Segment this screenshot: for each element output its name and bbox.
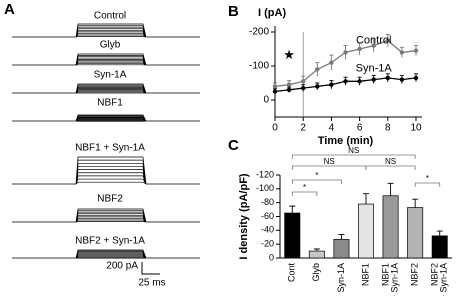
- significance-label: *: [426, 174, 429, 183]
- x-tick-label: Cont: [287, 263, 297, 283]
- current-trace: [12, 83, 200, 94]
- data-point: [399, 77, 405, 82]
- y-tick-label: -80: [261, 197, 274, 207]
- current-trace: [12, 208, 200, 223]
- trace-label: Glyb: [100, 40, 121, 51]
- y-tick-label: -200: [249, 27, 269, 38]
- data-point: [343, 50, 348, 55]
- current-trace: [12, 23, 200, 38]
- error-bar: [338, 234, 345, 240]
- panel-label: B: [228, 3, 239, 20]
- data-point: [399, 50, 405, 55]
- current-trace: [12, 53, 200, 66]
- significance-bracket: [414, 182, 441, 187]
- current-trace: [12, 249, 200, 259]
- x-tick-label: NBF1+ Syn-1A: [381, 263, 400, 296]
- data-point: [343, 79, 348, 84]
- panel-label: A: [4, 1, 15, 18]
- x-tick-label: NBF2: [410, 263, 420, 286]
- significance-label: NS: [324, 157, 335, 166]
- significance-bracket: [291, 154, 416, 159]
- y-axis-label: I density (pA/pF): [238, 173, 250, 260]
- data-point: [329, 60, 334, 65]
- y-tick-label: -20: [261, 239, 274, 249]
- trace-label: NBF1: [97, 98, 123, 109]
- data-point: [301, 79, 306, 84]
- x-tick-label: 2: [300, 123, 306, 134]
- annotation: ★: [283, 47, 295, 62]
- y-tick-label: 0: [269, 252, 274, 262]
- data-point: [315, 84, 320, 89]
- data-point: [371, 43, 376, 48]
- error-bar: [436, 230, 443, 236]
- data-point: [371, 77, 376, 82]
- y-tick-label: -120: [256, 169, 274, 179]
- data-point: [272, 89, 278, 94]
- data-point: [272, 84, 278, 89]
- x-axis-label: Time (min): [318, 135, 374, 147]
- trace-label: NBF1 + Syn-1A: [75, 143, 145, 154]
- bar: [333, 238, 350, 259]
- data-point: [301, 85, 306, 91]
- bar: [308, 250, 325, 259]
- scale-bar: [141, 262, 160, 275]
- data-point: [315, 67, 320, 72]
- y-tick-label: -40: [261, 225, 274, 235]
- bar: [407, 207, 424, 259]
- x-tick-label: Syn-1A: [336, 263, 346, 293]
- y-tick-label: -100: [256, 183, 274, 193]
- data-point: [357, 79, 362, 84]
- error-bar: [289, 205, 296, 214]
- data-point: [286, 82, 292, 87]
- significance-bracket: [291, 179, 342, 184]
- data-point: [385, 75, 390, 81]
- error-bar: [363, 193, 369, 205]
- series-name: Control: [356, 34, 391, 46]
- series-name: Syn-1A: [356, 63, 393, 75]
- trace-label: Syn-1A: [94, 70, 127, 81]
- significance-bracket: [291, 191, 318, 196]
- x-tick-label: NBF2+ Syn-1A: [430, 263, 449, 296]
- trace-label: Control: [94, 11, 126, 22]
- axis: [274, 26, 422, 118]
- error-bar: [387, 182, 394, 196]
- scale-label: 25 ms: [138, 278, 165, 289]
- x-tick-label: Glyb: [311, 263, 321, 282]
- y-tick-label: -60: [261, 211, 274, 221]
- significance-label: *: [315, 171, 318, 180]
- x-tick-label: 6: [357, 123, 363, 134]
- bar: [358, 203, 374, 259]
- x-tick-label: 0: [272, 123, 278, 134]
- current-trace: [12, 114, 200, 122]
- y-tick-label: -100: [249, 61, 269, 72]
- error-bar: [412, 198, 419, 208]
- significance-bracket: [365, 165, 416, 170]
- data-point: [413, 48, 419, 53]
- trace-label: NBF2 + Syn-1A: [75, 236, 145, 247]
- significance-label: NS: [348, 146, 359, 155]
- significance-label: *: [303, 183, 306, 192]
- data-point: [385, 38, 390, 43]
- bar: [431, 235, 448, 259]
- y-tick-label: 0: [263, 95, 269, 106]
- current-trace: [12, 156, 200, 185]
- x-tick-label: 8: [385, 123, 391, 134]
- data-point: [357, 46, 362, 52]
- x-tick-label: 4: [329, 123, 335, 134]
- panel-label: C: [228, 137, 239, 154]
- data-point: [286, 87, 292, 93]
- data-point: [329, 82, 334, 87]
- x-tick-label: NBF1: [360, 263, 370, 286]
- y-axis-label: I (pA): [258, 7, 286, 19]
- x-tick-label: 10: [410, 123, 422, 134]
- bar: [382, 195, 399, 259]
- scale-label: 200 pA: [106, 261, 138, 272]
- significance-bracket: [291, 165, 367, 170]
- data-point: [413, 75, 419, 81]
- significance-label: NS: [385, 157, 396, 166]
- bar: [284, 212, 301, 259]
- trace-label: NBF2: [97, 194, 123, 205]
